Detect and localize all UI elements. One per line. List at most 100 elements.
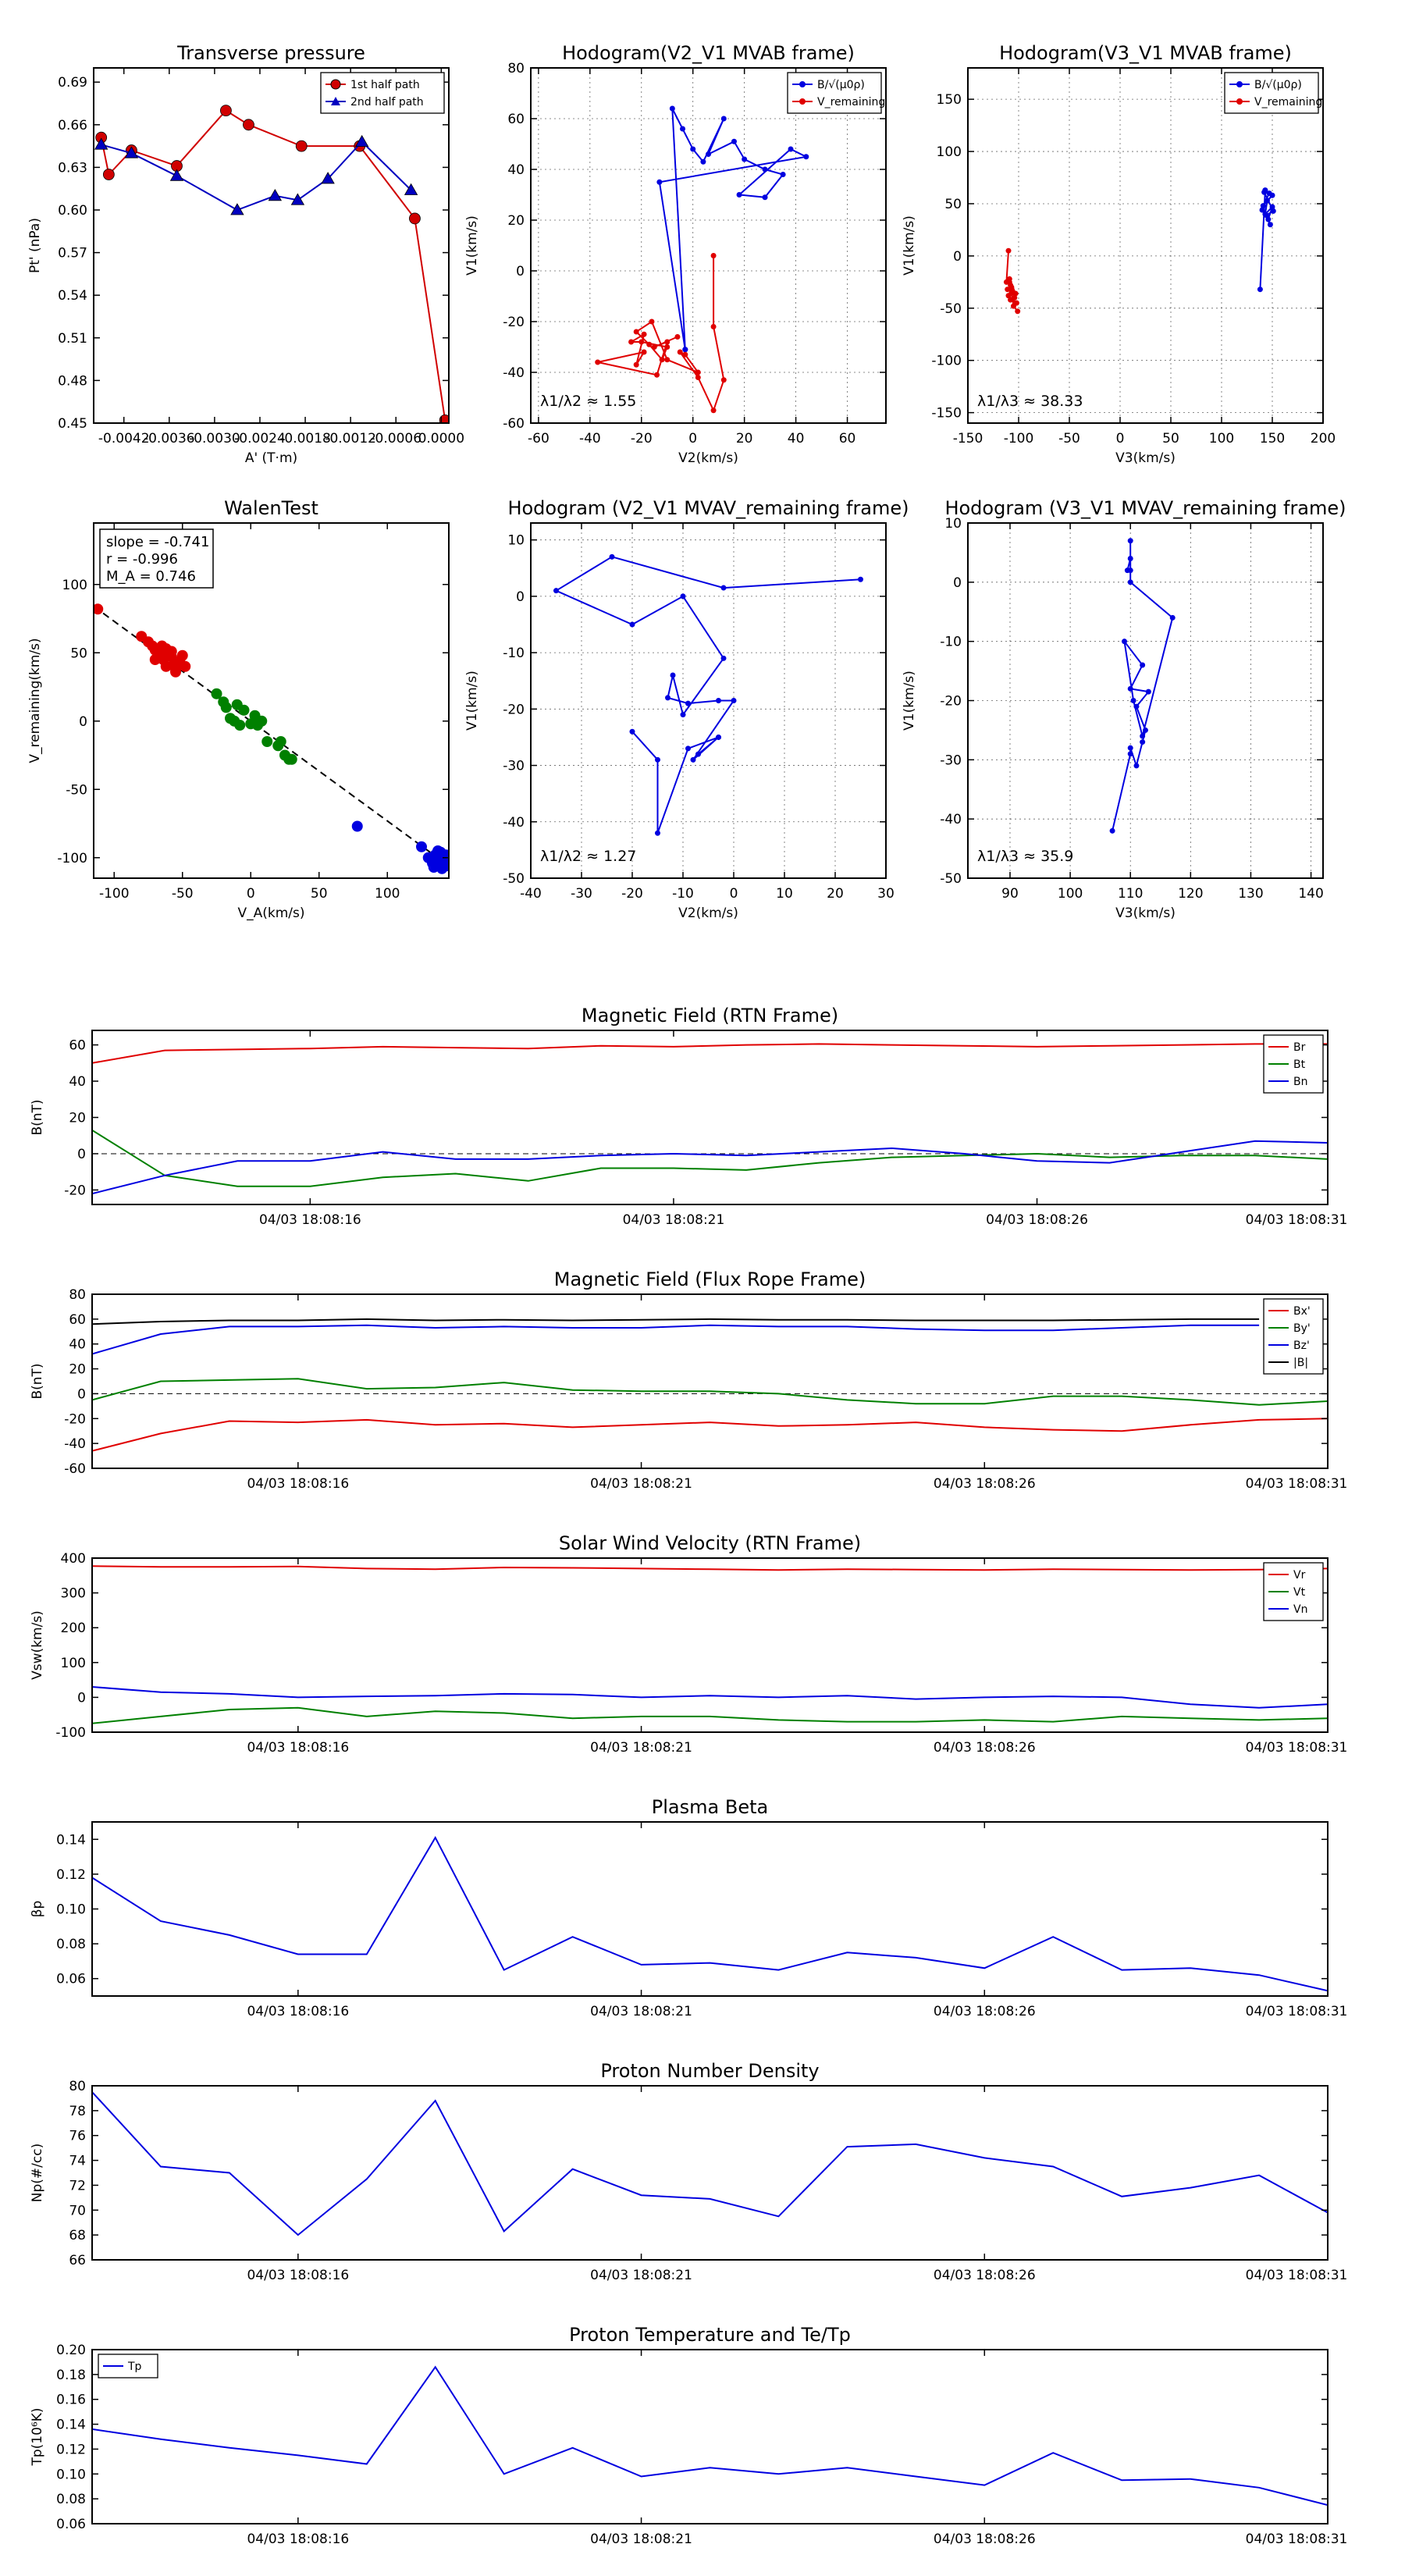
y-tick-label: 0.57 [58, 246, 87, 262]
plot-area [553, 553, 863, 836]
chart-title: Hodogram(V3_V1 MVAB frame) [999, 42, 1292, 64]
data-point [220, 105, 232, 117]
data-point [1259, 207, 1265, 213]
y-tick-label: 40 [69, 1074, 86, 1090]
chart-panel-7: -60 -40 -20 0 20 40 60 80 04/03 18:08:16 04/03 18… [30, 1268, 1347, 1492]
chart-panel-8: -100 0 100 200 300 400 04/03 18:08:16 04/03 18:… [30, 1532, 1347, 1756]
y-tick-label: -40 [64, 1436, 86, 1452]
y-tick-label: 0.14 [56, 1832, 86, 1848]
legend-label: Vn [1293, 1603, 1307, 1616]
data-point [720, 116, 727, 122]
data-point [680, 126, 686, 132]
series-line-0 [92, 2365, 1328, 2507]
data-point [710, 324, 717, 329]
chart-title: Transverse pressure [176, 42, 365, 64]
data-point [1012, 294, 1018, 301]
data-point [1127, 745, 1133, 751]
x-tick-label: -150 [953, 431, 984, 447]
y-axis-label: V1(km/s) [464, 671, 480, 731]
data-point [165, 646, 177, 657]
x-tick-label: 04/03 18:08:16 [247, 2532, 349, 2547]
data-point [1265, 216, 1272, 222]
chart-panel-9: 0.06 0.08 0.10 0.12 0.14 04/03 18:08:16 04/03 … [30, 1796, 1347, 2019]
x-tick-label: 04/03 18:08:16 [259, 1212, 361, 1228]
x-tick-label: -20 [631, 431, 653, 447]
x-tick-label: -0.0036 [144, 431, 195, 447]
data-point [1257, 286, 1263, 293]
x-tick-label: 04/03 18:08:26 [934, 2004, 1036, 2019]
data-point [669, 105, 675, 112]
data-point [295, 140, 308, 152]
x-tick-label: -40 [520, 886, 542, 902]
x-tick-label: 04/03 18:08:16 [247, 1476, 349, 1492]
chart-title: Proton Temperature and Te/Tp [569, 2324, 851, 2346]
y-tick-label: -100 [57, 851, 87, 866]
chart-panel-1: -60 -40 -20 0 20 40 60 80 -60 -40 -20 0 20 40 60 Hodogr… [464, 42, 887, 466]
data-point [651, 344, 657, 350]
x-tick-label: 04/03 18:08:26 [934, 1740, 1036, 1756]
data-point [664, 357, 670, 363]
stats-line: M_A = 0.746 [106, 568, 196, 585]
series-line-0 [1112, 540, 1174, 831]
y-tick-label: 80 [69, 1287, 86, 1303]
x-tick-label: 04/03 18:08:26 [986, 1212, 1088, 1228]
x-tick-label: -100 [1004, 431, 1034, 447]
data-point [629, 728, 635, 735]
x-tick-label: 04/03 18:08:21 [590, 1476, 692, 1492]
axes-frame [91, 1293, 1329, 1469]
chart-title: Hodogram (V2_V1 MVAV_remaining frame) [507, 497, 909, 519]
x-tick-label: 90 [1001, 886, 1019, 902]
y-axis-label: Pt' (nPa) [27, 218, 43, 273]
y-tick-label: 20 [507, 213, 525, 229]
legend-label: 1st half path [350, 79, 420, 91]
y-tick-label: 0.06 [56, 2517, 86, 2532]
y-tick-label: 0 [79, 714, 87, 730]
x-tick-label: -20 [621, 886, 643, 902]
data-point [649, 318, 655, 325]
chart-title: Hodogram (V3_V1 MVAV_remaining frame) [944, 497, 1346, 519]
legend-label: Tp [127, 2361, 142, 2373]
data-point [351, 820, 363, 832]
data-point [1267, 222, 1273, 228]
data-point [731, 698, 737, 703]
x-tick-label: 150 [1260, 431, 1285, 447]
x-tick-label: 200 [1311, 431, 1336, 447]
legend-label: Bt [1293, 1059, 1306, 1071]
y-tick-label: -30 [503, 759, 525, 774]
y-tick-label: 66 [69, 2253, 86, 2268]
chart-title: Magnetic Field (RTN Frame) [582, 1005, 838, 1026]
chart-panel-3: -100 -50 0 50 100 -100 -50 0 50 100 WalenTest V_A(k… [27, 497, 450, 921]
x-tick-label: -10 [672, 886, 694, 902]
x-tick-label: -0.0030 [189, 431, 240, 447]
y-tick-label: 0.20 [56, 2343, 86, 2358]
chart-title: Magnetic Field (Flux Rope Frame) [554, 1268, 866, 1290]
legend-label: V_remaining [1254, 96, 1322, 109]
data-point [695, 369, 701, 375]
y-tick-label: 0 [516, 589, 525, 605]
data-point [176, 649, 188, 661]
y-tick-label: 68 [69, 2228, 86, 2243]
series-line-0 [92, 2091, 1328, 2236]
data-point [1005, 247, 1012, 254]
series-line-2 [92, 1140, 1328, 1195]
x-axis-label: V3(km/s) [1115, 906, 1176, 921]
data-point [682, 347, 688, 353]
data-point [659, 357, 665, 363]
stats-line: r = -0.996 [106, 551, 178, 568]
data-point [256, 715, 268, 727]
x-tick-label: 04/03 18:08:16 [247, 1740, 349, 1756]
series-line-3 [92, 1318, 1260, 1325]
y-tick-label: 40 [507, 162, 525, 178]
data-point [1143, 727, 1148, 733]
x-tick-label: 04/03 18:08:21 [590, 2268, 692, 2283]
data-point [736, 192, 742, 197]
y-tick-label: 50 [70, 646, 87, 661]
y-tick-label: 400 [61, 1551, 86, 1567]
plot-area [92, 1318, 1328, 1452]
x-tick-label: 04/03 18:08:21 [590, 2532, 692, 2547]
x-tick-label: 0 [247, 886, 255, 902]
legend-label: V_remaining [817, 96, 885, 109]
y-tick-label: -20 [503, 702, 525, 717]
chart-panel-2: -150 -100 -50 0 50 100 150 -150 -100 -50 0 50 100 150… [902, 42, 1336, 466]
y-tick-label: 80 [69, 2079, 86, 2094]
